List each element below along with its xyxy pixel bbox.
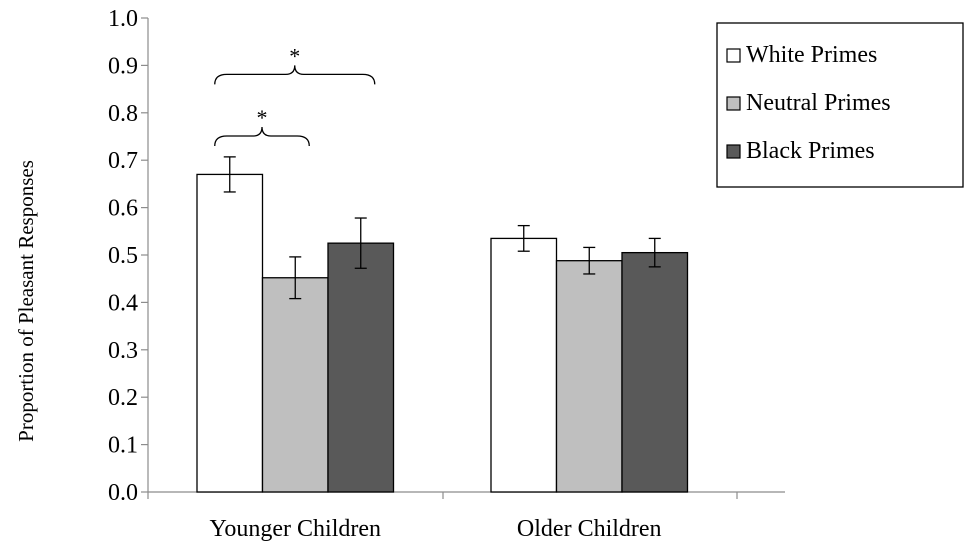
significance-star: * (257, 105, 268, 130)
bar (555, 260, 623, 493)
significance-brace (214, 65, 376, 85)
legend: White Primes Neutral Primes Black Primes (716, 22, 964, 188)
y-tick-label: 0.2 (108, 385, 138, 411)
bar (261, 277, 329, 493)
legend-label: Black Primes (746, 138, 875, 164)
plot-area: 0.0 0.1 0.2 0.3 0.4 0.5 0.6 0.7 0.8 0.9 1.0 Younger… (108, 6, 785, 542)
y-tick-label: 0.6 (108, 196, 138, 222)
y-tick-label: 0.8 (108, 101, 138, 127)
y-tick-label: 0.3 (108, 338, 138, 364)
y-tick-label: 1.0 (108, 6, 138, 32)
significance-star: * (289, 43, 300, 68)
bar (196, 173, 264, 493)
y-tick-label: 0.0 (108, 480, 138, 506)
bar (621, 251, 689, 493)
x-category-label: Younger Children (209, 516, 381, 542)
legend-label: Neutral Primes (746, 90, 891, 116)
bar (327, 242, 395, 493)
legend-swatch (726, 96, 741, 111)
x-category-label: Older Children (517, 516, 662, 542)
significance-brace (214, 126, 310, 147)
legend-swatch (726, 48, 741, 63)
y-tick-label: 0.1 (108, 433, 138, 459)
y-tick-label: 0.5 (108, 243, 138, 269)
y-tick-label: 0.9 (108, 53, 138, 79)
legend-swatch (726, 144, 741, 159)
legend-label: White Primes (746, 42, 877, 68)
y-axis-label: Proportion of Pleasant Responses (14, 160, 38, 442)
bar (490, 237, 558, 493)
y-tick-label: 0.4 (108, 290, 138, 316)
y-tick-label: 0.7 (108, 148, 138, 174)
legend-box (716, 22, 964, 188)
